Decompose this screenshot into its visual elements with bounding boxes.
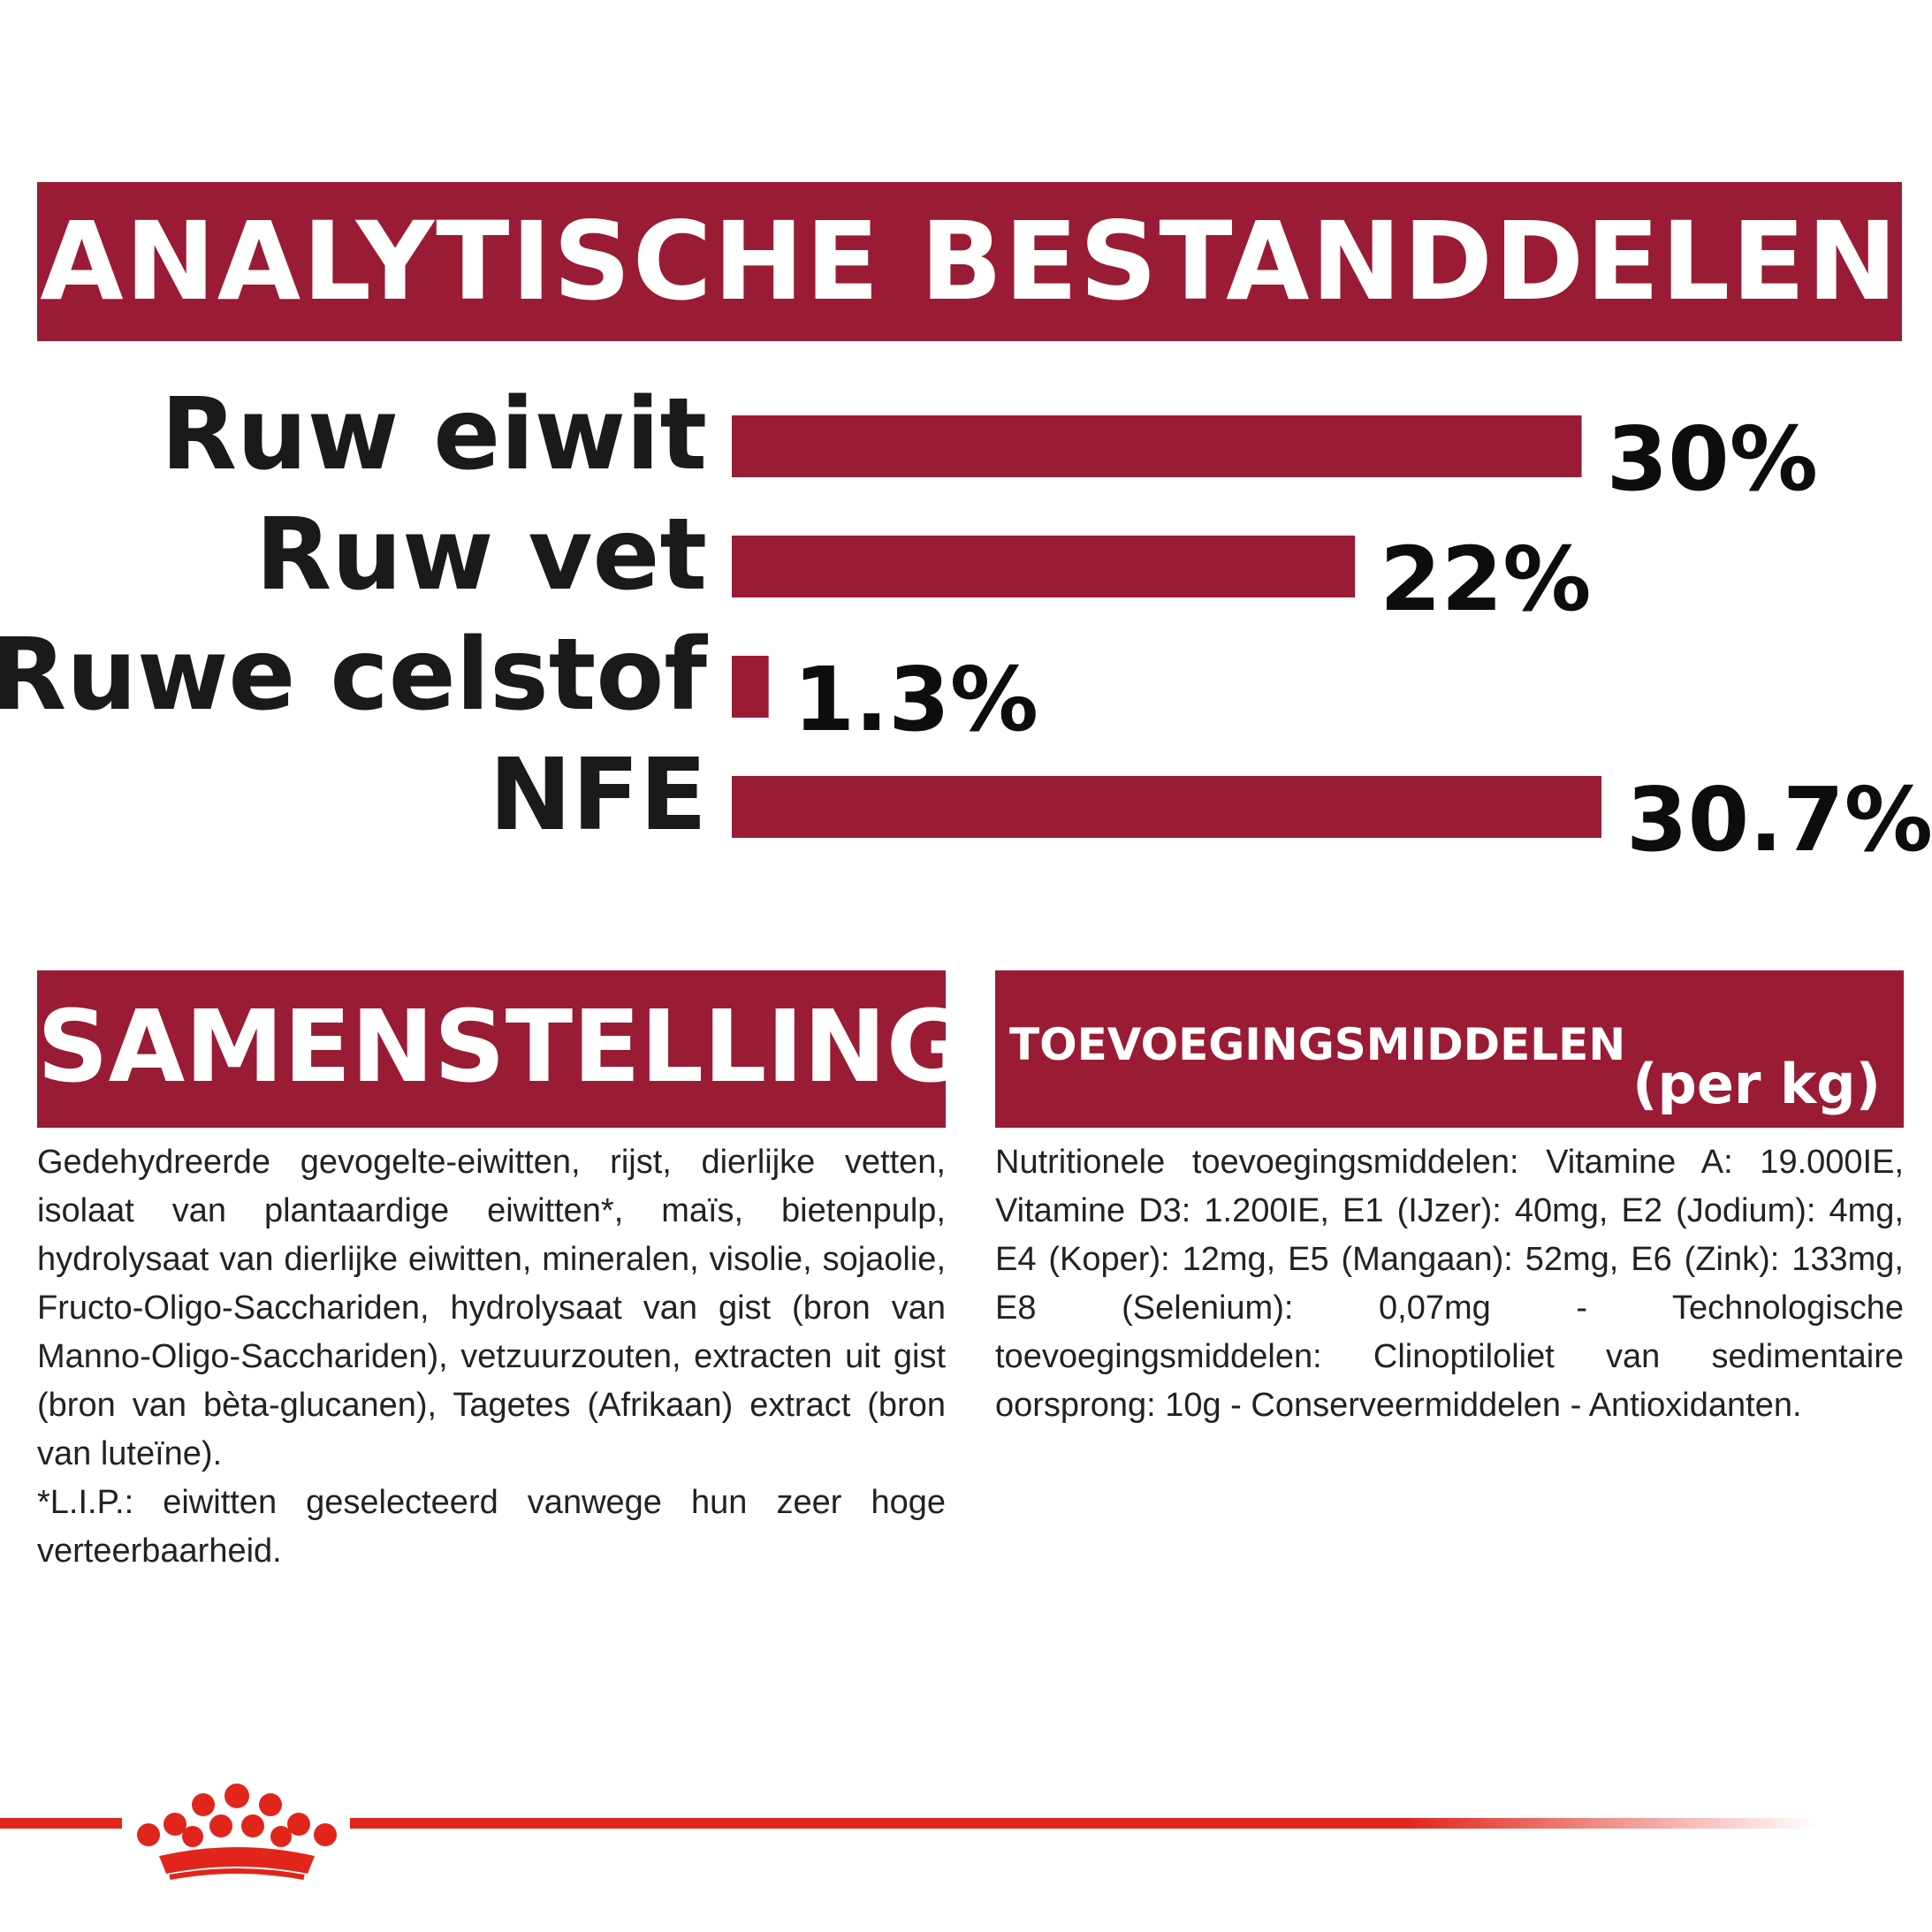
additives-body: Nutritionele toevoegingsmiddelen: Vitami… <box>995 1138 1904 1430</box>
bar <box>732 536 1356 597</box>
analytics-title: ANALYTISCHE BESTANDDELEN <box>40 199 1899 324</box>
bar-label: Ruwe celstof <box>0 618 708 733</box>
bar <box>732 776 1601 838</box>
bar <box>732 656 769 718</box>
composition-body: Gedehydreerde gevogelte-eiwitten, rijst,… <box>37 1138 946 1576</box>
bar-value-label: 30% <box>1607 407 1818 511</box>
additives-unit: (per kg) <box>1632 1052 1881 1116</box>
nutrient-bar-chart: Ruw eiwit 30% Ruw vet 22% Ruwe celstof 1.3% NF… <box>0 377 1932 866</box>
footer-line-left <box>0 1818 122 1829</box>
bar-label: NFE <box>489 738 707 853</box>
additives-title: TOEVOEGINGSMIDDELEN <box>1009 1019 1626 1070</box>
bar-value-label: 30.7% <box>1626 768 1932 866</box>
footer-line-right <box>350 1818 1817 1829</box>
bar <box>732 415 1582 477</box>
bar-value-label: 22% <box>1380 528 1591 631</box>
bar-label: Ruw eiwit <box>161 377 707 492</box>
composition-header: SAMENSTELLING <box>37 970 968 1128</box>
bar-label: Ruw vet <box>255 498 707 612</box>
composition-text: Gedehydreerde gevogelte-eiwitten, rijst,… <box>37 1144 946 1472</box>
bar-value-label: 1.3% <box>794 648 1038 751</box>
analytics-header: ANALYTISCHE BESTANDDELEN <box>37 182 1902 341</box>
composition-footnote: *L.I.P.: eiwitten geselecteerd vanwege h… <box>37 1484 946 1570</box>
crown-icon <box>137 1784 337 1880</box>
additives-header: TOEVOEGINGSMIDDELEN (per kg) <box>995 970 1904 1128</box>
additives-text: Nutritionele toevoegingsmiddelen: Vitami… <box>995 1144 1904 1424</box>
composition-title: SAMENSTELLING <box>37 990 968 1105</box>
